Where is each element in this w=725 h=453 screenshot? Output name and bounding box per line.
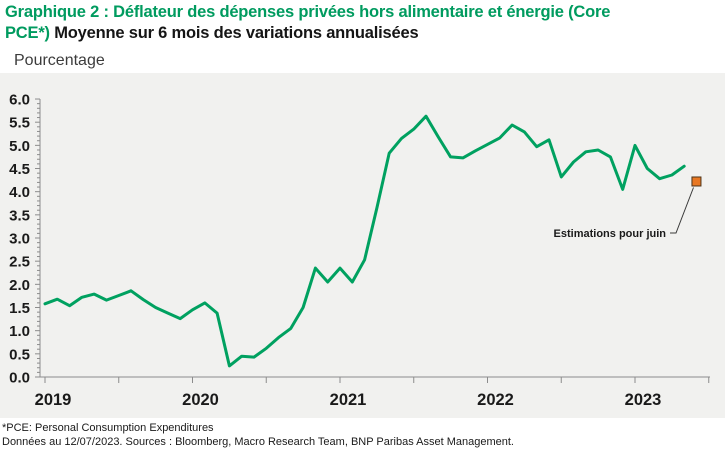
estimate-marker [691,176,702,187]
y-tick-label: 1.0 [9,323,30,340]
x-year-label: 2019 [35,391,72,409]
chart-title: Graphique 2 : Déflateur des dépenses pri… [5,2,721,44]
y-axis-title: Pourcentage [14,52,105,69]
annotation-label: Estimations pour juin [554,228,667,240]
footnotes: *PCE: Personal Consumption Expenditures … [2,421,514,449]
annotation-connector-line [670,187,694,234]
chart-title-green-part2: PCE*) [5,24,50,42]
footnote-pce-definition: *PCE: Personal Consumption Expenditures [2,422,214,434]
x-year-label: 2022 [477,391,514,409]
y-tick-label: 6.0 [9,92,30,109]
x-year-label: 2020 [182,391,219,409]
plot-panel: 0.0 0.5 1.0 1.5 2.0 2.5 3.0 3.5 4.0 4.5 5.0 5.5 6.0 2… [0,73,725,418]
x-year-label: 2021 [330,391,367,409]
y-tick-label: 5.5 [9,115,30,132]
y-tick-label: 2.5 [9,254,30,271]
chart-title-line1: Graphique 2 : Déflateur des dépenses pri… [5,2,721,23]
y-tick-label: 3.0 [9,231,30,248]
core-pce-line [43,114,686,368]
chart-title-line2: PCE*) Moyenne sur 6 mois des variations … [5,23,721,44]
y-tick-label: 2.0 [9,277,30,294]
y-tick-label: 4.5 [9,161,30,178]
y-tick-label: 4.0 [9,184,30,201]
chart-title-green-part1: Graphique 2 : Déflateur des dépenses pri… [5,3,611,21]
y-tick-label: 5.0 [9,138,30,155]
chart-subtitle: Moyenne sur 6 mois des variations annual… [49,24,419,42]
y-tick-label: 0.0 [9,370,30,387]
y-tick-label: 0.5 [9,346,30,363]
y-tick-label: 1.5 [9,300,30,317]
y-tick-label: 3.5 [9,207,30,224]
footnote-sources: Données au 12/07/2023. Sources : Bloombe… [2,436,514,448]
chart-canvas: 0.0 0.5 1.0 1.5 2.0 2.5 3.0 3.5 4.0 4.5 5.0 5.5 6.0 2… [9,92,710,409]
x-year-label: 2023 [625,391,662,409]
